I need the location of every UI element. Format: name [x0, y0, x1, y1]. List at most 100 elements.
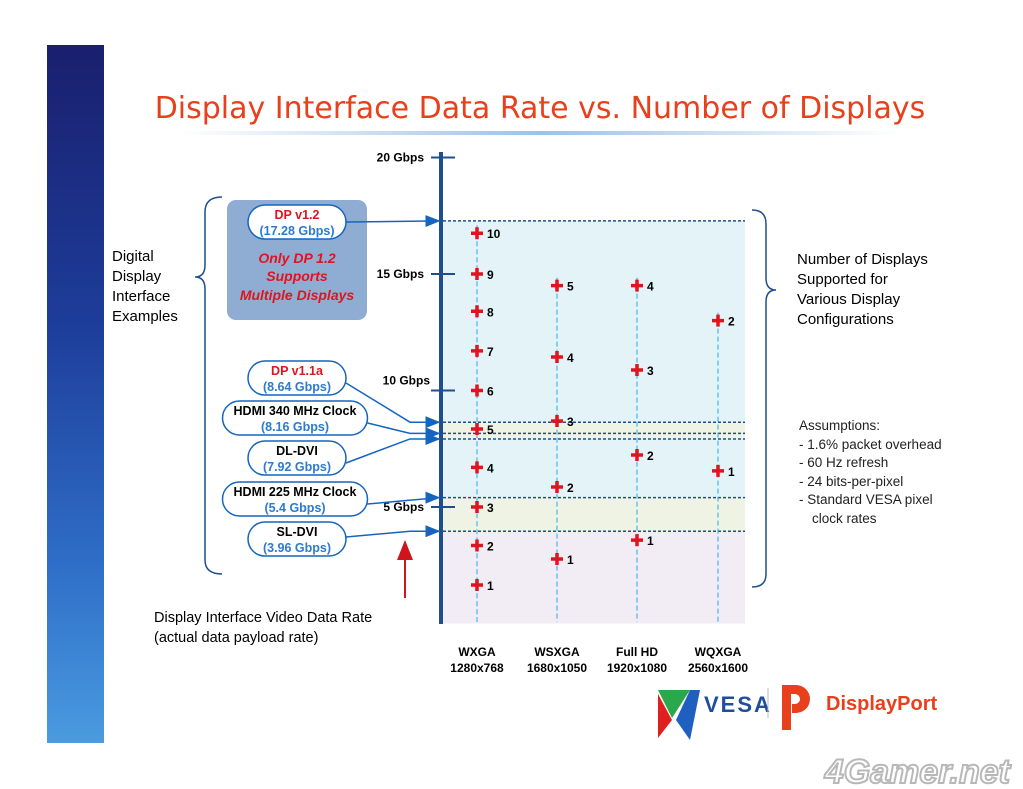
- data-point-marker: [551, 480, 563, 493]
- side-bar-decoration: [47, 45, 104, 743]
- data-point-marker: [631, 449, 643, 462]
- data-point-marker: [471, 501, 483, 513]
- data-points: 1 2 3 4 5 6 7 8 9 10 1 2 3 4 5 1 2 3 4 1 2: [471, 227, 735, 593]
- data-point-label: 1: [647, 534, 654, 548]
- callout-arrow: [367, 422, 441, 440]
- interface-rate: (17.28 Gbps): [259, 224, 334, 238]
- right-label: Number of Displays Supported for Various…: [797, 251, 928, 328]
- callout-arrow: [345, 525, 441, 538]
- interface-rate: (5.4 Gbps): [264, 501, 325, 515]
- assumptions-heading: Assumptions:: [799, 418, 880, 433]
- x-category-resolution: 1680x1050: [527, 661, 587, 675]
- chart-band: [443, 422, 745, 439]
- watermark: 4Gamer.net: [824, 753, 1012, 789]
- dp12-note: Only DP 1.2 Supports Multiple Displays: [240, 250, 355, 303]
- assumption-item: - 60 Hz refresh: [799, 455, 888, 470]
- bottom-note: Display Interface Video Data Rate (actua…: [154, 610, 372, 646]
- data-point-label: 2: [647, 449, 654, 463]
- vesa-logo: VESA: [658, 690, 772, 740]
- data-point-marker: [471, 579, 483, 592]
- data-point-marker: [471, 422, 483, 435]
- data-point-marker: [712, 314, 724, 327]
- left-label-line: Display: [112, 268, 162, 285]
- right-label-line: Various Display: [797, 291, 901, 308]
- dp12-note-line: Multiple Displays: [240, 287, 355, 303]
- displayport-logo: DisplayPort: [782, 685, 937, 730]
- data-point-label: 7: [487, 345, 494, 359]
- right-label-line: Supported for: [797, 271, 888, 288]
- data-point-label: 4: [487, 461, 494, 475]
- assumptions: Assumptions: - 1.6% packet overhead - 60…: [799, 418, 942, 526]
- interface-name: DP v1.2: [275, 208, 320, 222]
- data-point-marker: [631, 534, 643, 547]
- data-point-label: 9: [487, 268, 494, 282]
- callout-arrow: [345, 382, 441, 429]
- y-ticks: 5 Gbps 10 Gbps 15 Gbps 20 Gbps: [377, 151, 455, 514]
- interface-callout: [247, 360, 347, 396]
- data-point-marker: [471, 268, 483, 280]
- data-point-label: 3: [487, 501, 494, 515]
- interface-name: HDMI 340 MHz Clock: [234, 404, 357, 418]
- x-labels: WXGA 1280x768 WSXGA 1680x1050 Full HD 1920x10…: [450, 645, 748, 675]
- left-label: Digital Display Interface Examples: [112, 248, 178, 325]
- bottom-note-line: Display Interface Video Data Rate: [154, 610, 372, 626]
- interface-callouts: DP v1.2 (17.28 Gbps) DP v1.1a (8.64 Gbps) HD…: [221, 204, 441, 557]
- data-point-label: 3: [567, 415, 574, 429]
- interface-name: SL-DVI: [277, 525, 318, 539]
- left-label-line: Digital: [112, 248, 154, 265]
- interface-name: DL-DVI: [276, 444, 318, 458]
- data-point-marker: [471, 227, 483, 240]
- data-point-label: 5: [567, 280, 574, 294]
- interface-name: DP v1.1a: [271, 364, 324, 378]
- y-tick-label: 5 Gbps: [383, 500, 424, 514]
- bottom-note-line: (actual data payload rate): [154, 630, 318, 646]
- x-category-label: Full HD: [616, 645, 658, 659]
- data-point-label: 4: [647, 280, 654, 294]
- data-point-marker: [631, 279, 643, 292]
- data-point-marker: [551, 415, 563, 428]
- right-label-line: Configurations: [797, 311, 894, 328]
- y-tick-label: 20 Gbps: [377, 151, 425, 165]
- assumption-item: - 1.6% packet overhead: [799, 437, 942, 452]
- slide-title: Display Interface Data Rate vs. Number o…: [155, 91, 926, 126]
- data-point-label: 3: [647, 364, 654, 378]
- data-point-label: 5: [487, 423, 494, 437]
- data-point-marker: [712, 464, 724, 477]
- data-point-marker: [631, 363, 643, 376]
- data-point-label: 4: [567, 351, 574, 365]
- y-tick-label: 15 Gbps: [377, 267, 425, 281]
- x-category-resolution: 1920x1080: [607, 661, 667, 675]
- chart-bands: [443, 220, 745, 624]
- data-point-marker: [471, 461, 483, 474]
- right-label-line: Number of Displays: [797, 251, 928, 268]
- data-point-label: 8: [487, 305, 494, 319]
- data-point-label: 1: [487, 579, 494, 593]
- y-tick-label: 10 Gbps: [383, 374, 431, 388]
- data-point-label: 1: [728, 465, 735, 479]
- dp12-note-line: Supports: [266, 268, 328, 284]
- vesa-wordmark: VESA: [704, 692, 772, 717]
- data-point-marker: [551, 552, 563, 565]
- data-point-label: 2: [728, 315, 735, 329]
- data-point-marker: [471, 305, 483, 318]
- data-point-marker: [471, 539, 483, 552]
- interface-name: HDMI 225 MHz Clock: [234, 485, 357, 499]
- rate-lines: [443, 220, 745, 532]
- interface-callout: [221, 400, 369, 436]
- interface-rate: (3.96 Gbps): [263, 541, 331, 555]
- left-label-line: Interface: [112, 288, 170, 305]
- data-point-marker: [551, 350, 563, 363]
- interface-callout: [247, 521, 347, 557]
- assumption-item: - Standard VESA pixel: [799, 492, 933, 507]
- title-underline: [180, 131, 900, 135]
- x-category-resolution: 2560x1600: [688, 661, 748, 675]
- x-category-label: WXGA: [458, 645, 496, 659]
- chart-band: [443, 220, 745, 423]
- data-point-marker: [471, 384, 483, 397]
- data-point-marker: [471, 344, 483, 357]
- right-brace: [751, 209, 777, 588]
- data-point-label: 10: [487, 227, 501, 241]
- chart-band: [443, 438, 745, 498]
